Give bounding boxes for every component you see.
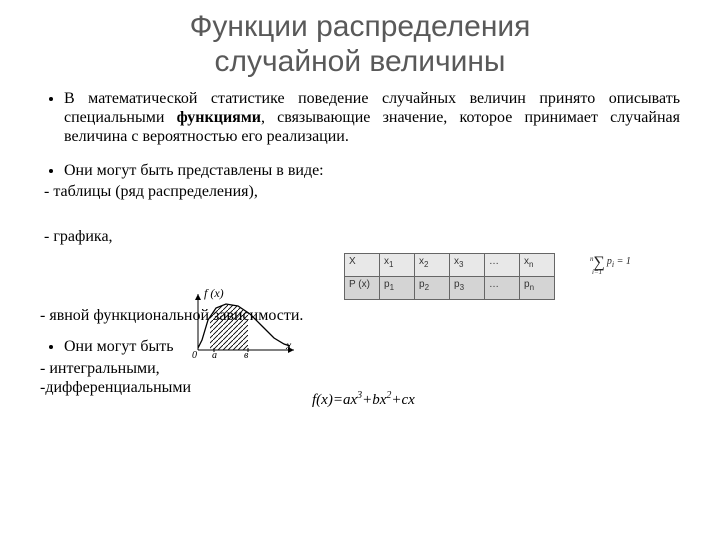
- tick-a: а: [212, 350, 217, 361]
- cell-x-header: X: [345, 254, 380, 277]
- distribution-table: X x1 x2 x3 … xn P (x) p1 p2 p3 … pn: [344, 253, 555, 300]
- ff-prefix: f(x)=ax: [312, 392, 357, 408]
- spacer: [40, 327, 680, 337]
- sum-formula: n ∑pi = 1 i=1: [590, 255, 631, 276]
- cell-p3: p3: [450, 277, 485, 300]
- function-formula: f(x)=ax3+bx2+cx: [312, 390, 415, 409]
- table-row: P (x) p1 p2 p3 … pn: [345, 277, 555, 300]
- page-title: Функции распределения случайной величины: [40, 10, 680, 79]
- cell-pn: pn: [520, 277, 555, 300]
- density-svg: [168, 290, 298, 362]
- dash-table-item: - таблицы (ряд распределения),: [40, 182, 680, 201]
- p-sub: 2: [425, 283, 429, 292]
- ff-suffix: +cx: [391, 392, 414, 408]
- dash-func-item: - явной функциональной зависимости.: [40, 306, 680, 325]
- x-sub: 3: [459, 260, 463, 269]
- tick-b: в: [244, 350, 248, 361]
- bullet-types: Они могут быть: [64, 337, 680, 356]
- cell-xn: xn: [520, 254, 555, 277]
- axis-label-x: x: [286, 338, 291, 353]
- cell-p1: p1: [380, 277, 415, 300]
- p-base: …: [489, 279, 499, 290]
- sum-rhs: = 1: [614, 256, 631, 267]
- p-sub: 1: [390, 283, 394, 292]
- slide: Функции распределения случайной величины…: [0, 0, 720, 540]
- cell-x-dots: …: [485, 254, 520, 277]
- x-sub: 1: [389, 260, 393, 269]
- cell-x3: x3: [450, 254, 485, 277]
- bullet-list-2: Они могут быть: [40, 337, 680, 356]
- bullet-forms: Они могут быть представлены в виде:: [64, 161, 680, 180]
- x-base: …: [489, 256, 499, 267]
- x-sub: n: [529, 260, 533, 269]
- bullet-intro: В математической статистике поведение сл…: [64, 89, 680, 147]
- p-sub: 3: [460, 283, 464, 292]
- dist-table: X x1 x2 x3 … xn P (x) p1 p2 p3 … pn: [344, 253, 555, 300]
- ff-mid: +bx: [362, 392, 386, 408]
- axis-label-f: f (x): [204, 286, 224, 301]
- density-chart: f (x) x 0 а в: [168, 290, 298, 370]
- cell-p2: p2: [415, 277, 450, 300]
- cell-p-dots: …: [485, 277, 520, 300]
- axis-zero: 0: [192, 350, 197, 361]
- sum-lower: i=1: [592, 269, 631, 276]
- intro-bold: функциями: [177, 109, 261, 126]
- x-sub: 2: [424, 260, 428, 269]
- title-line-2: случайной величины: [215, 45, 506, 78]
- dash-graph-item: - графика,: [40, 227, 680, 246]
- bullet-list: В математической статистике поведение сл…: [40, 89, 680, 180]
- cell-x1: x1: [380, 254, 415, 277]
- title-line-1: Функции распределения: [190, 10, 531, 43]
- sum-expr: pi = 1: [607, 257, 631, 269]
- p-sub: n: [530, 283, 534, 292]
- table-row: X x1 x2 x3 … xn: [345, 254, 555, 277]
- cell-x2: x2: [415, 254, 450, 277]
- cell-p-header: P (x): [345, 277, 380, 300]
- dash-integral-item: - интегральными,: [40, 359, 680, 378]
